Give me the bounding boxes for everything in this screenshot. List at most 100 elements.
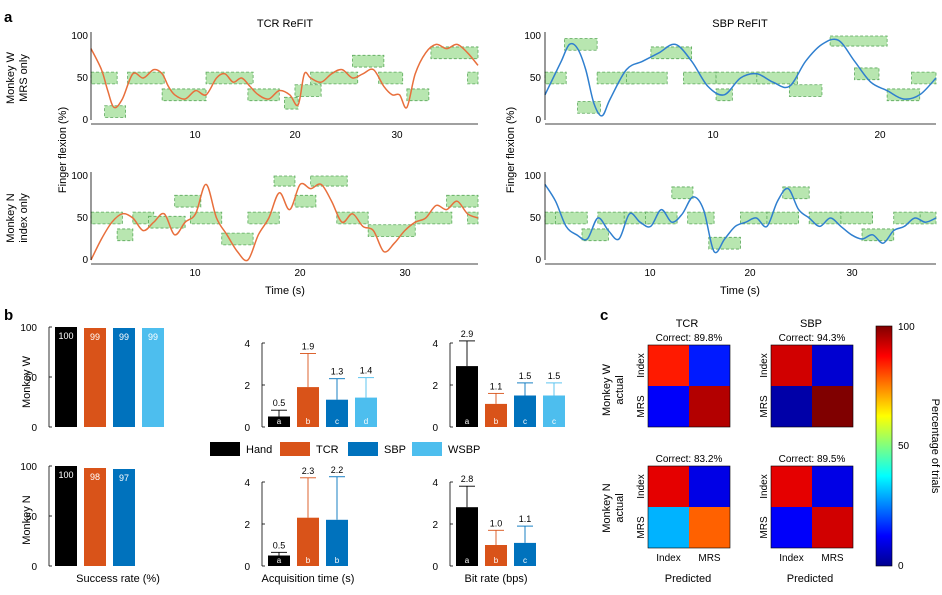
legend-label-hand: Hand [246,444,272,456]
bar-8-bar-hand [268,555,290,566]
bar-5-letter-0: a [277,417,282,426]
hm-12-cell-index-index [648,466,689,507]
xtick-a-n-tcr-30: 30 [399,268,411,279]
bar-9-value-label-2: 1.1 [519,514,532,524]
panel-a-xlabel-tcr: Time (s) [265,285,305,297]
panel-a-row-label-n-sub: index only [18,193,30,243]
legend-swatch-wsbp [412,442,442,456]
bar-6-bar-wsbp [543,395,565,427]
bar-9-letter-2: c [523,556,527,565]
colorbar-tick-0: 0 [898,561,904,572]
tcr-w-target-3 [161,88,207,102]
bar-6-value-label-2: 1.5 [519,371,532,381]
colorbar [875,325,893,567]
hm-12-col-label-0: Index [656,553,680,564]
xlabel-predicted-sbp: Predicted [787,573,833,585]
panel-label-c: c [600,307,608,324]
colorbar-tick-100: 100 [898,322,915,333]
hm-13-cell-index-mrs [812,466,853,507]
bar-7-ytick-label-0: 0 [31,562,37,573]
bar-6-value-label-3: 1.5 [548,371,561,381]
legend-swatch-sbp [348,442,378,456]
hm-13-row-label-0: Index [759,474,770,498]
tcr-n-target-4 [174,194,202,208]
tcr-w-target-10 [378,71,404,85]
confusion-sbp-w: Correct: 94.3% Index MRS [759,333,854,428]
sbp-w-target-4 [626,71,668,85]
bar-9-bar-hand [456,507,478,566]
sbp-n-target-14 [861,228,895,242]
xtick-a-w-sbp-20: 20 [874,130,886,141]
legend-label-sbp: SBP [384,444,406,456]
bit-rate-w-plot: 0 2 4 2.9 a 1.1 b 1.5 c 1.5 c [432,329,565,434]
tcr-n-target-10 [310,175,348,187]
panel-a-row-label-w-sub: MRS only [18,54,30,102]
bar-8-value-label-0: 0.5 [273,540,286,550]
bar-6-letter-0: a [465,417,470,426]
bar-7-value-label-0: 100 [58,470,73,480]
sbp-n-target-8 [708,236,741,250]
bar-7-value-label-1: 98 [90,472,100,482]
acq-time-n-plot: 0 2 4 0.5 a 2.3 b 2.2 b [244,465,348,573]
sbp-n-target-13 [840,211,873,225]
sbp-w-trace [544,38,937,117]
acq-time-w-plot: 0 2 4 0.5 a 1.9 b 1.3 c 1.4 d [244,339,377,434]
confusion-tcr-n: Correct: 83.2% Index MRS Index MRS [636,454,731,564]
bar-8-value-label-1: 2.3 [302,466,315,476]
bar-5-bar-sbp [326,399,348,427]
hm-10-row-label-1: MRS [636,395,647,418]
bar-9-value-label-0: 2.8 [461,474,474,484]
tcr-n-target-1 [116,228,134,242]
tcr-w-target-13 [467,71,479,85]
ytick-a-w-tcr-100: 100 [71,31,88,42]
sbp-w-target-6 [683,71,717,85]
bar-8-ytick-label-2: 4 [244,478,250,489]
bar-7-bar-sbp [113,469,135,566]
bar-4-bar-wsbp [142,328,164,427]
bar-4-value-label-2: 99 [119,332,129,342]
ytick-a-w-sbp-0: 0 [535,115,541,126]
bar-8-letter-1: b [306,556,311,565]
hm-13-row-label-1: MRS [759,516,770,539]
hm-12-frame [647,465,731,549]
bar-5-bar-hand [268,416,290,427]
sbp-w-trace-plot [544,32,937,125]
bar-6-letter-1: b [494,417,499,426]
xlabel-acq-time: Acquisition time (s) [262,573,355,585]
bar-7-value-label-2: 97 [119,473,129,483]
hm-11-frame [770,344,854,428]
xtick-a-w-tcr-30: 30 [391,130,403,141]
bar-5-value-label-0: 0.5 [273,398,286,408]
bar-6-value-label-1: 1.1 [490,381,503,391]
tcr-w-trace [90,43,479,109]
bar-7-ytick-label-2: 100 [20,462,37,473]
bar-4-value-label-1: 99 [90,332,100,342]
bar-6-letter-3: c [552,417,556,426]
hm-11-cell-index-mrs [812,345,853,386]
sbp-w-target-5 [650,46,693,60]
sbp-w-target-3 [577,101,601,114]
hm-12-col-label-1: MRS [698,553,721,564]
bar-5-value-label-1: 1.9 [302,342,315,352]
tcr-n-target-12 [367,224,416,237]
bar-5-ytick-label-0: 0 [244,423,250,434]
legend-label-wsbp: WSBP [448,444,480,456]
tcr-w-target-11 [406,88,430,102]
sbp-w-target-12 [854,67,880,81]
bar-4-bar-hand [55,327,77,427]
legend-swatch-hand [210,442,240,456]
panel-a-ylabel-sbp: Finger flexion (%) [505,107,517,193]
panel-a-xlabel-sbp: Time (s) [720,285,760,297]
hm-11-cell-mrs-index [771,386,812,427]
panel-a-title-tcr: TCR ReFIT [257,18,314,30]
tcr-n-trace [90,182,479,262]
bar-5-bar-tcr [297,387,319,427]
xtick-a-n-sbp-20: 20 [744,268,756,279]
sbp-n-target-6 [671,186,694,200]
tcr-n-target-9 [294,194,317,208]
panel-c-row-label-n-sub: actual [614,493,626,522]
hm-13-cell-mrs-mrs [812,507,853,548]
panel-c-row-label-n: Monkey N [601,483,613,533]
tcr-n-trace-plot [90,172,479,265]
